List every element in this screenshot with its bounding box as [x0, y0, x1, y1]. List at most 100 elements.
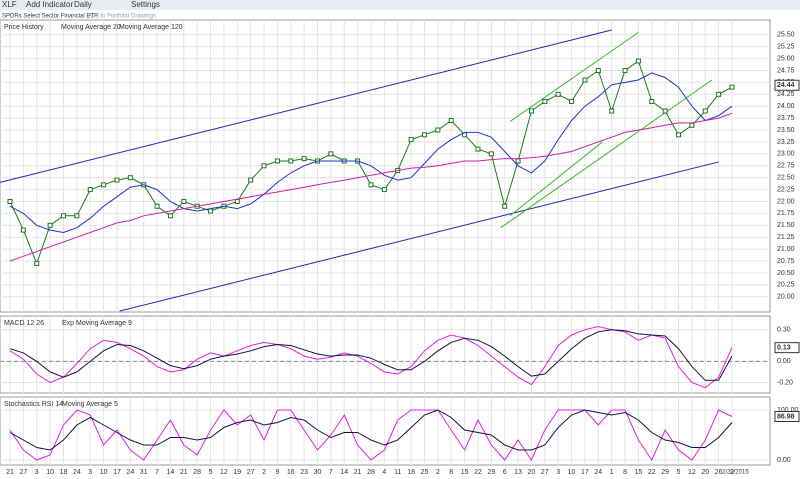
x-tick-label: 9 [275, 469, 279, 476]
last-value-box [774, 411, 800, 423]
button[interactable]: Add Indicator [26, 0, 73, 9]
x-tick-label: 24 [73, 469, 81, 476]
x-tick-label: 28 [193, 469, 201, 476]
last-value: 86.98 [777, 413, 795, 420]
x-tick-label: 19 [233, 469, 241, 476]
y-tick-label: 0.30 [777, 327, 791, 334]
x-tick-label: 27 [19, 469, 27, 476]
x-tick-label: 25 [421, 469, 429, 476]
price-mark [542, 98, 548, 104]
price-mark [622, 67, 628, 73]
x-tick-label: 20 [701, 469, 709, 476]
price-mark [689, 122, 695, 128]
price-mark [234, 198, 240, 204]
link[interactable]: Add to Portfolio [88, 14, 130, 20]
price-mark [7, 198, 13, 204]
price-mark [261, 163, 267, 169]
y-tick-label: 100.00 [777, 407, 799, 414]
x-tick-label: 8 [449, 469, 453, 476]
price-mark [421, 132, 427, 138]
price-mark [595, 67, 601, 73]
y-tick-label: 21.25 [777, 234, 795, 241]
y-tick-label: 20.25 [777, 282, 795, 289]
price-mark [301, 156, 307, 162]
x-tick-label: 18 [60, 469, 68, 476]
x-tick-label: 21 [6, 469, 14, 476]
x-tick-label: 3 [35, 469, 39, 476]
price-mark [435, 127, 441, 133]
x-tick-label: 15 [461, 469, 469, 476]
x-tick-label: 4 [382, 469, 386, 476]
y-tick-label: 22.25 [777, 186, 795, 193]
last-value: 0.13 [777, 344, 791, 351]
price-mark [515, 158, 521, 164]
series-line [9, 72, 733, 234]
button[interactable]: Daily [74, 0, 92, 9]
price-mark [47, 222, 53, 228]
x-tick-label: 21 [180, 469, 188, 476]
x-tick-label: 28 [367, 469, 375, 476]
y-tick-label: 24.00 [777, 103, 795, 110]
x-tick-label: 31 [140, 469, 148, 476]
price-mark [635, 58, 641, 64]
y-tick-label: 20.75 [777, 258, 795, 265]
x-tick-label: 23 [300, 469, 308, 476]
x-tick-label: 1 [610, 469, 614, 476]
y-tick-label: 21.75 [777, 210, 795, 217]
x-tick-label: 30 [314, 469, 322, 476]
price-mark [569, 98, 575, 104]
trendline [500, 79, 713, 229]
price-mark [274, 158, 280, 164]
price-mark [676, 132, 682, 138]
price-mark [60, 213, 66, 219]
x-tick-label: 13 [514, 469, 522, 476]
x-tick-label: 27 [247, 469, 255, 476]
x-tick-label: 6 [503, 469, 507, 476]
last-value: 24.44 [777, 82, 795, 89]
y-tick-label: 22.75 [777, 163, 795, 170]
legend-entry: MACD 12 26 [4, 320, 44, 327]
price-mark [34, 260, 40, 266]
x-tick-label: 26 [715, 469, 723, 476]
legend-entry: Moving Average 5 [62, 401, 118, 408]
x-tick-label: 17 [113, 469, 121, 476]
price-mark [154, 203, 160, 209]
legend-entry: Exp Moving Average 9 [62, 320, 132, 327]
x-tick-label: 14 [167, 469, 175, 476]
price-mark [288, 158, 294, 164]
y-tick-label: 23.25 [777, 139, 795, 146]
y-tick-label: 0.00 [777, 457, 791, 464]
x-tick-label: 10 [46, 469, 54, 476]
toolbar [0, 0, 800, 10]
x-tick-label: 7 [155, 469, 159, 476]
end-date: 2/20/2015 [722, 470, 749, 476]
price-mark [528, 108, 534, 114]
price-mark [368, 182, 374, 188]
x-tick-label: 5 [209, 469, 213, 476]
price-mark [101, 182, 107, 188]
y-tick-label: 25.25 [777, 44, 795, 51]
x-tick-label: 5 [677, 469, 681, 476]
series-line [9, 409, 733, 462]
x-tick-label: 2 [262, 469, 266, 476]
trendline [0, 29, 612, 183]
y-tick-label: 22.00 [777, 198, 795, 205]
price-mark [87, 187, 93, 193]
last-value-box [774, 79, 800, 91]
y-tick-label: 25.50 [777, 32, 795, 39]
price-mark [74, 213, 80, 219]
price-mark [702, 108, 708, 114]
y-tick-label: 20.50 [777, 270, 795, 277]
x-tick-label: 12 [688, 469, 696, 476]
x-tick-label: 10 [568, 469, 576, 476]
price-mark [662, 108, 668, 114]
legend-entry: Moving Average 20 [61, 24, 121, 31]
legend-entry: Price History [4, 24, 44, 31]
link[interactable]: Drawings [131, 14, 156, 20]
y-tick-label: 21.00 [777, 246, 795, 253]
x-tick-label: 29 [661, 469, 669, 476]
y-tick-label: 23.00 [777, 151, 795, 158]
x-tick-label: 16 [287, 469, 295, 476]
button[interactable]: Settings [131, 0, 160, 9]
